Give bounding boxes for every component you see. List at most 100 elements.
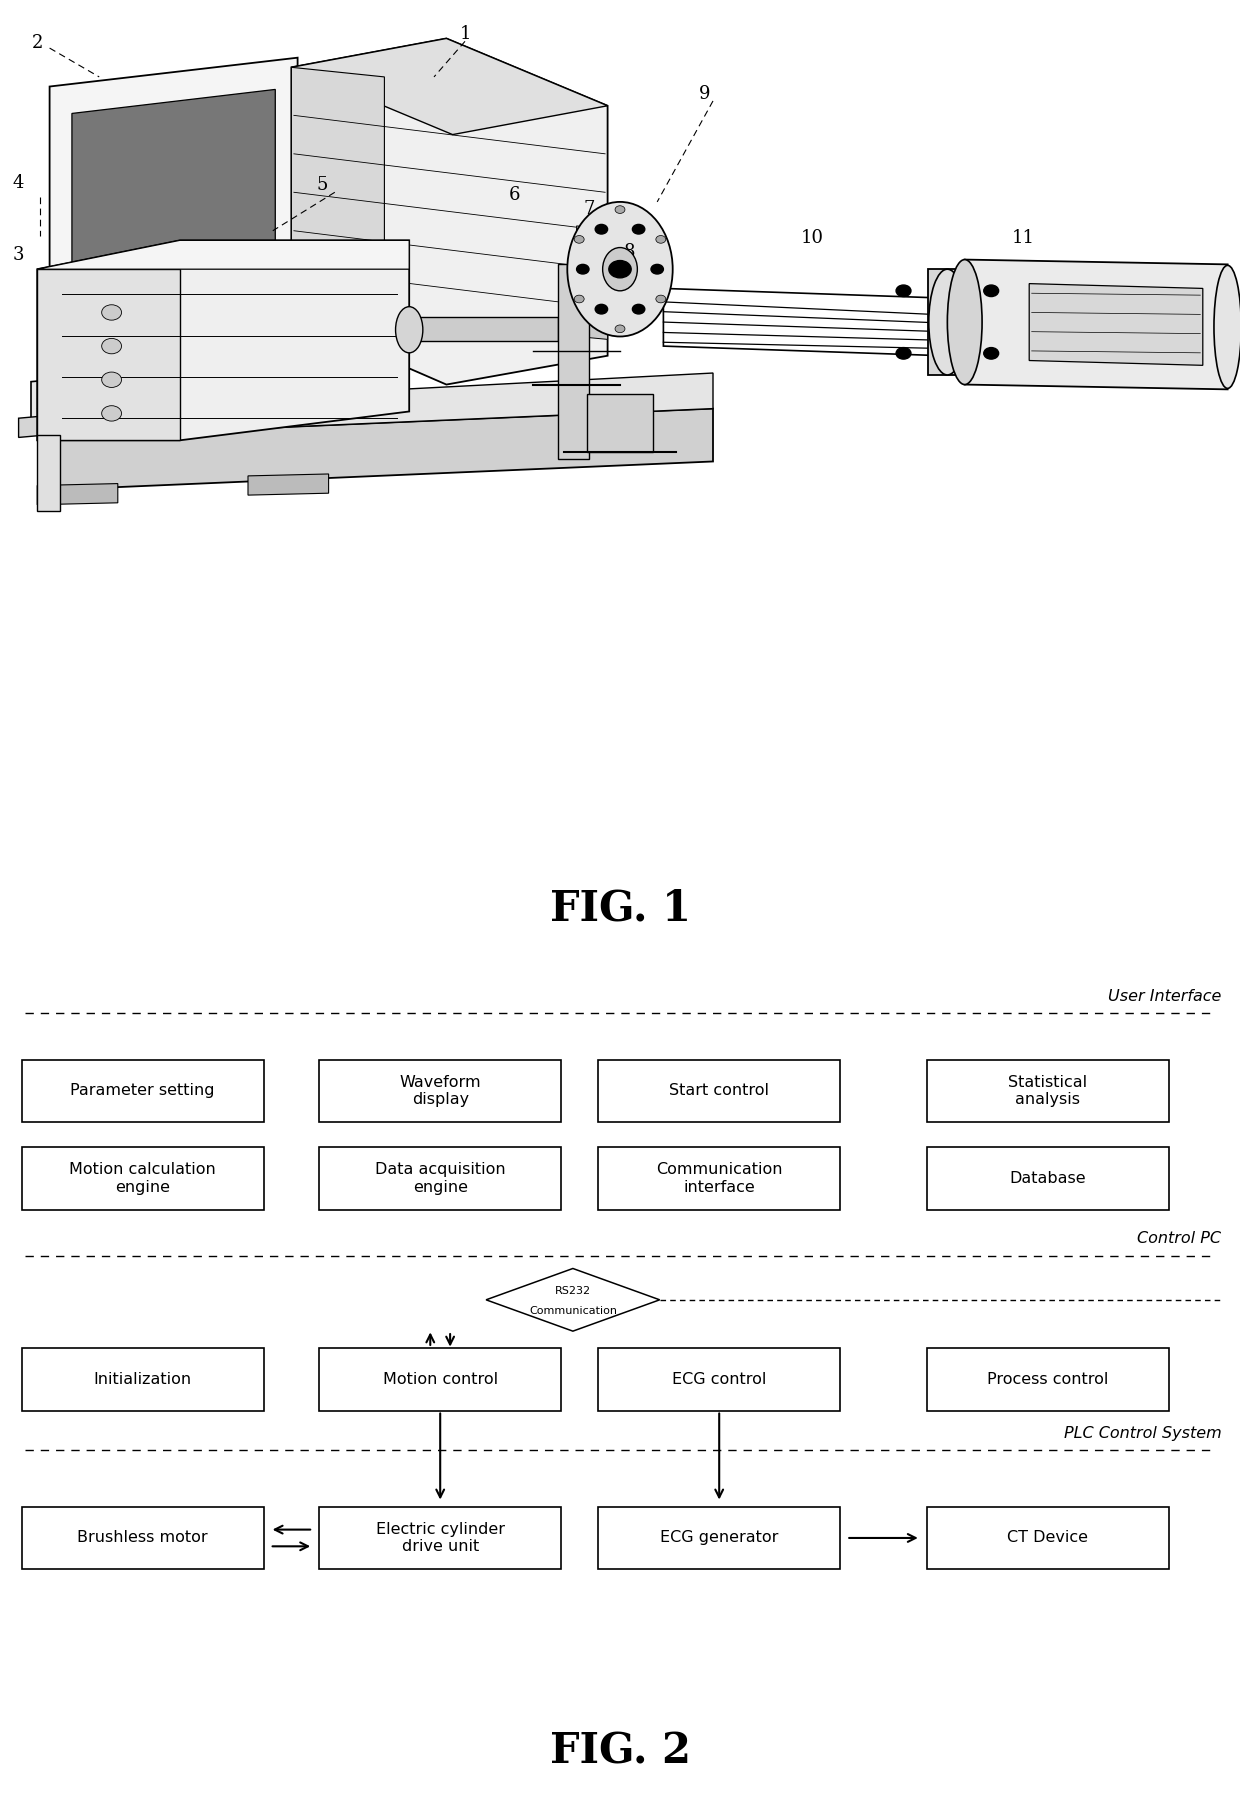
FancyBboxPatch shape [598,1060,841,1123]
Text: 6: 6 [508,187,521,205]
FancyBboxPatch shape [319,1146,560,1209]
Polygon shape [558,264,589,458]
FancyBboxPatch shape [22,1060,263,1123]
FancyBboxPatch shape [926,1506,1168,1569]
Ellipse shape [603,248,637,291]
Polygon shape [37,241,409,440]
Text: Initialization: Initialization [93,1371,192,1387]
Polygon shape [37,270,180,440]
Polygon shape [291,38,608,135]
Circle shape [102,372,122,388]
Text: 3: 3 [12,246,25,264]
FancyBboxPatch shape [22,1506,263,1569]
Text: CT Device: CT Device [1007,1531,1089,1545]
Text: Brushless motor: Brushless motor [77,1531,208,1545]
Polygon shape [409,318,558,341]
Circle shape [983,286,998,297]
Text: Control PC: Control PC [1137,1231,1221,1247]
Circle shape [632,225,645,234]
Text: Parameter setting: Parameter setting [71,1084,215,1098]
FancyBboxPatch shape [926,1146,1168,1209]
FancyBboxPatch shape [22,1146,263,1209]
Text: 8: 8 [624,243,636,261]
Circle shape [656,295,666,304]
Circle shape [574,295,584,304]
Circle shape [897,286,911,297]
Polygon shape [577,226,608,253]
Text: FIG. 2: FIG. 2 [549,1731,691,1772]
Ellipse shape [947,259,982,385]
Text: FIG. 1: FIG. 1 [549,888,691,929]
Circle shape [102,338,122,354]
FancyBboxPatch shape [319,1348,560,1411]
Text: 2: 2 [31,34,43,52]
Circle shape [577,264,589,273]
Polygon shape [587,394,653,451]
Circle shape [651,264,663,273]
FancyBboxPatch shape [319,1060,560,1123]
Circle shape [595,225,608,234]
FancyBboxPatch shape [926,1060,1168,1123]
Circle shape [574,235,584,243]
Circle shape [632,304,645,314]
Circle shape [897,347,911,359]
Polygon shape [37,241,409,270]
Polygon shape [928,270,967,376]
Text: 7: 7 [583,199,595,217]
Text: PLC Control System: PLC Control System [1064,1427,1221,1441]
Text: 11: 11 [1012,230,1034,248]
Polygon shape [43,408,713,491]
Text: 4: 4 [12,174,25,192]
Ellipse shape [396,307,423,352]
Circle shape [609,261,631,279]
Circle shape [656,235,666,243]
Polygon shape [43,374,713,437]
Circle shape [615,205,625,214]
Text: Motion calculation
engine: Motion calculation engine [69,1163,216,1195]
Text: Data acquisition
engine: Data acquisition engine [374,1163,506,1195]
Polygon shape [965,259,1228,390]
Polygon shape [577,270,608,297]
Text: Database: Database [1009,1172,1086,1186]
Circle shape [102,305,122,320]
FancyBboxPatch shape [598,1348,841,1411]
Text: Start control: Start control [670,1084,769,1098]
Polygon shape [31,354,329,422]
Text: ECG generator: ECG generator [660,1531,779,1545]
Polygon shape [19,390,332,437]
Text: Electric cylinder
drive unit: Electric cylinder drive unit [376,1522,505,1554]
Polygon shape [37,435,60,512]
FancyBboxPatch shape [926,1348,1168,1411]
Circle shape [983,347,998,359]
Text: 1: 1 [459,25,471,43]
Ellipse shape [1214,266,1240,388]
Polygon shape [486,1269,660,1332]
Polygon shape [291,66,384,327]
Polygon shape [577,313,608,340]
FancyBboxPatch shape [598,1506,841,1569]
Polygon shape [50,58,298,385]
Text: ECG control: ECG control [672,1371,766,1387]
Text: Statistical
analysis: Statistical analysis [1008,1075,1087,1107]
Polygon shape [248,474,329,496]
Ellipse shape [929,270,966,376]
Text: 10: 10 [801,230,823,248]
FancyBboxPatch shape [598,1146,841,1209]
FancyBboxPatch shape [319,1506,560,1569]
Circle shape [102,406,122,420]
Ellipse shape [567,201,672,336]
Text: RS232: RS232 [554,1287,591,1296]
Text: 5: 5 [316,176,329,194]
Text: Communication: Communication [529,1306,616,1315]
Text: Communication
interface: Communication interface [656,1163,782,1195]
Circle shape [615,325,625,332]
Text: User Interface: User Interface [1109,988,1221,1005]
Text: Motion control: Motion control [383,1371,497,1387]
Text: 9: 9 [698,84,711,102]
Polygon shape [291,38,608,385]
Text: Waveform
display: Waveform display [399,1075,481,1107]
Circle shape [595,304,608,314]
Polygon shape [1029,284,1203,365]
FancyBboxPatch shape [22,1348,263,1411]
Polygon shape [72,90,275,367]
